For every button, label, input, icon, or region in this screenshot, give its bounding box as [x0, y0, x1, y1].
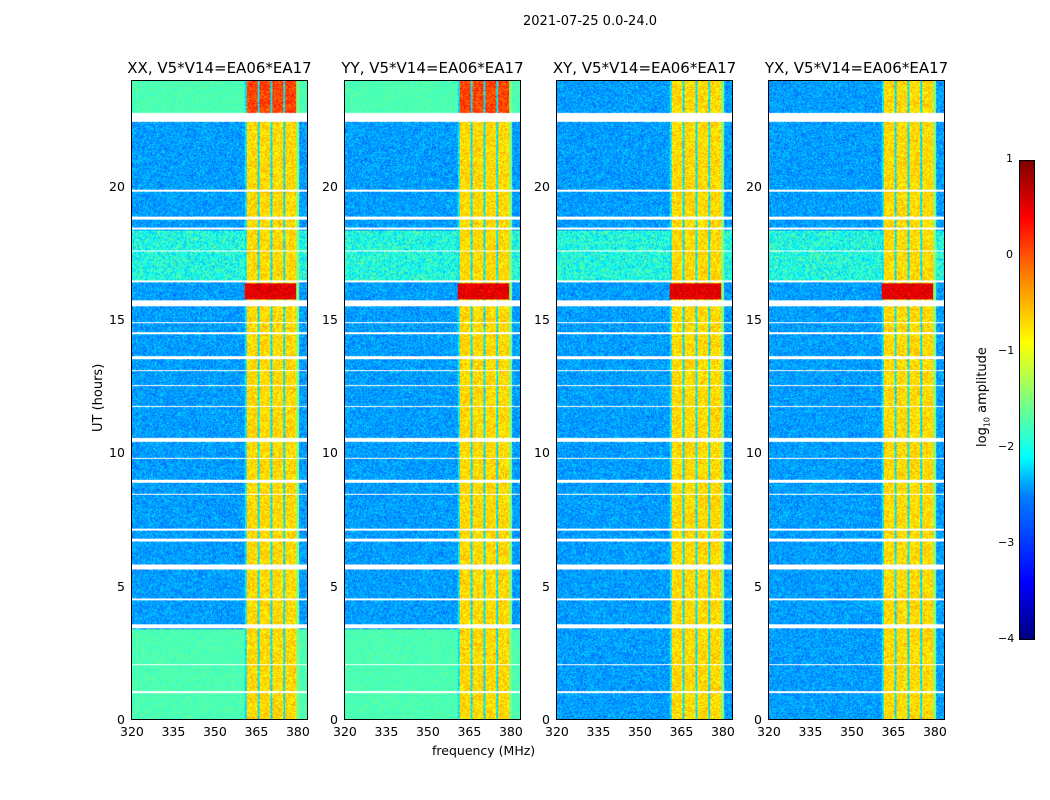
x-tick-label: 350 — [202, 724, 227, 739]
heatmap-xx — [132, 81, 307, 719]
panel-title-xx: XX, V5*V14=EA06*EA17 — [127, 59, 312, 77]
y-tick-label: 10 — [746, 445, 762, 461]
y-tick-label: 20 — [746, 178, 762, 194]
y-tick-label: 10 — [322, 445, 338, 461]
y-tick-label: 20 — [109, 178, 125, 194]
y-tick-label: 0 — [330, 712, 338, 727]
heatmap-panel-xx — [131, 80, 308, 720]
y-tick-label: 20 — [322, 178, 338, 194]
x-tick-label: 365 — [669, 724, 694, 739]
heatmap-panel-xy — [556, 80, 733, 720]
x-tick-label: 380 — [922, 724, 947, 739]
x-tick-label: 320 — [333, 724, 357, 739]
colorbar-tick-label: −1 — [998, 344, 1015, 357]
colorbar-tick-label: −3 — [998, 536, 1015, 549]
x-tick-label: 380 — [498, 724, 523, 739]
heatmap-yy — [345, 81, 520, 719]
x-tick-label: 365 — [244, 724, 269, 739]
y-tick-label: 20 — [534, 178, 550, 194]
colorbar — [1019, 160, 1035, 640]
y-axis-label: UT (hours) — [91, 363, 106, 432]
y-tick-label: 5 — [117, 578, 125, 594]
x-tick-label: 350 — [839, 724, 864, 739]
x-tick-label: 335 — [586, 724, 611, 739]
colorbar-tick-label: −4 — [998, 632, 1015, 645]
figure-suptitle: 2021-07-25 0.0-24.0 — [523, 14, 657, 29]
y-tick-label: 0 — [542, 712, 550, 727]
y-tick-label: 15 — [534, 312, 550, 327]
x-tick-label: 320 — [120, 724, 144, 739]
y-tick-label: 10 — [534, 445, 550, 461]
y-tick-label: 15 — [746, 312, 762, 327]
y-tick-label: 5 — [754, 578, 762, 594]
y-tick-label: 15 — [322, 312, 338, 327]
colorbar-label: log10 amplitude — [975, 347, 992, 447]
heatmap-panel-yy — [344, 80, 521, 720]
y-tick-label: 0 — [754, 712, 762, 727]
x-tick-label: 320 — [545, 724, 569, 739]
x-tick-label: 335 — [798, 724, 823, 739]
colorbar-tick-label: 0 — [1006, 248, 1013, 261]
x-tick-label: 350 — [627, 724, 652, 739]
x-tick-label: 380 — [285, 724, 310, 739]
x-tick-label: 380 — [710, 724, 735, 739]
heatmap-panel-yx — [768, 80, 945, 720]
x-tick-label: 350 — [415, 724, 440, 739]
y-tick-label: 5 — [330, 578, 338, 594]
x-tick-label: 335 — [161, 724, 186, 739]
x-tick-label: 335 — [374, 724, 399, 739]
panel-title-xy: XY, V5*V14=EA06*EA17 — [552, 59, 737, 77]
colorbar-tick-label: 1 — [1006, 152, 1013, 165]
x-axis-label: frequency (MHz) — [432, 743, 536, 758]
panel-title-yy: YY, V5*V14=EA06*EA17 — [341, 59, 524, 77]
y-tick-label: 5 — [542, 578, 550, 594]
colorbar-tick-label: −2 — [998, 440, 1015, 453]
x-tick-label: 365 — [457, 724, 482, 739]
y-tick-label: 0 — [117, 712, 125, 727]
x-tick-label: 365 — [881, 724, 906, 739]
heatmap-yx — [769, 81, 944, 719]
panel-title-yx: YX, V5*V14=EA06*EA17 — [764, 59, 949, 77]
x-tick-label: 320 — [757, 724, 781, 739]
heatmap-xy — [557, 81, 732, 719]
y-tick-label: 10 — [109, 445, 125, 461]
y-tick-label: 15 — [109, 312, 125, 327]
